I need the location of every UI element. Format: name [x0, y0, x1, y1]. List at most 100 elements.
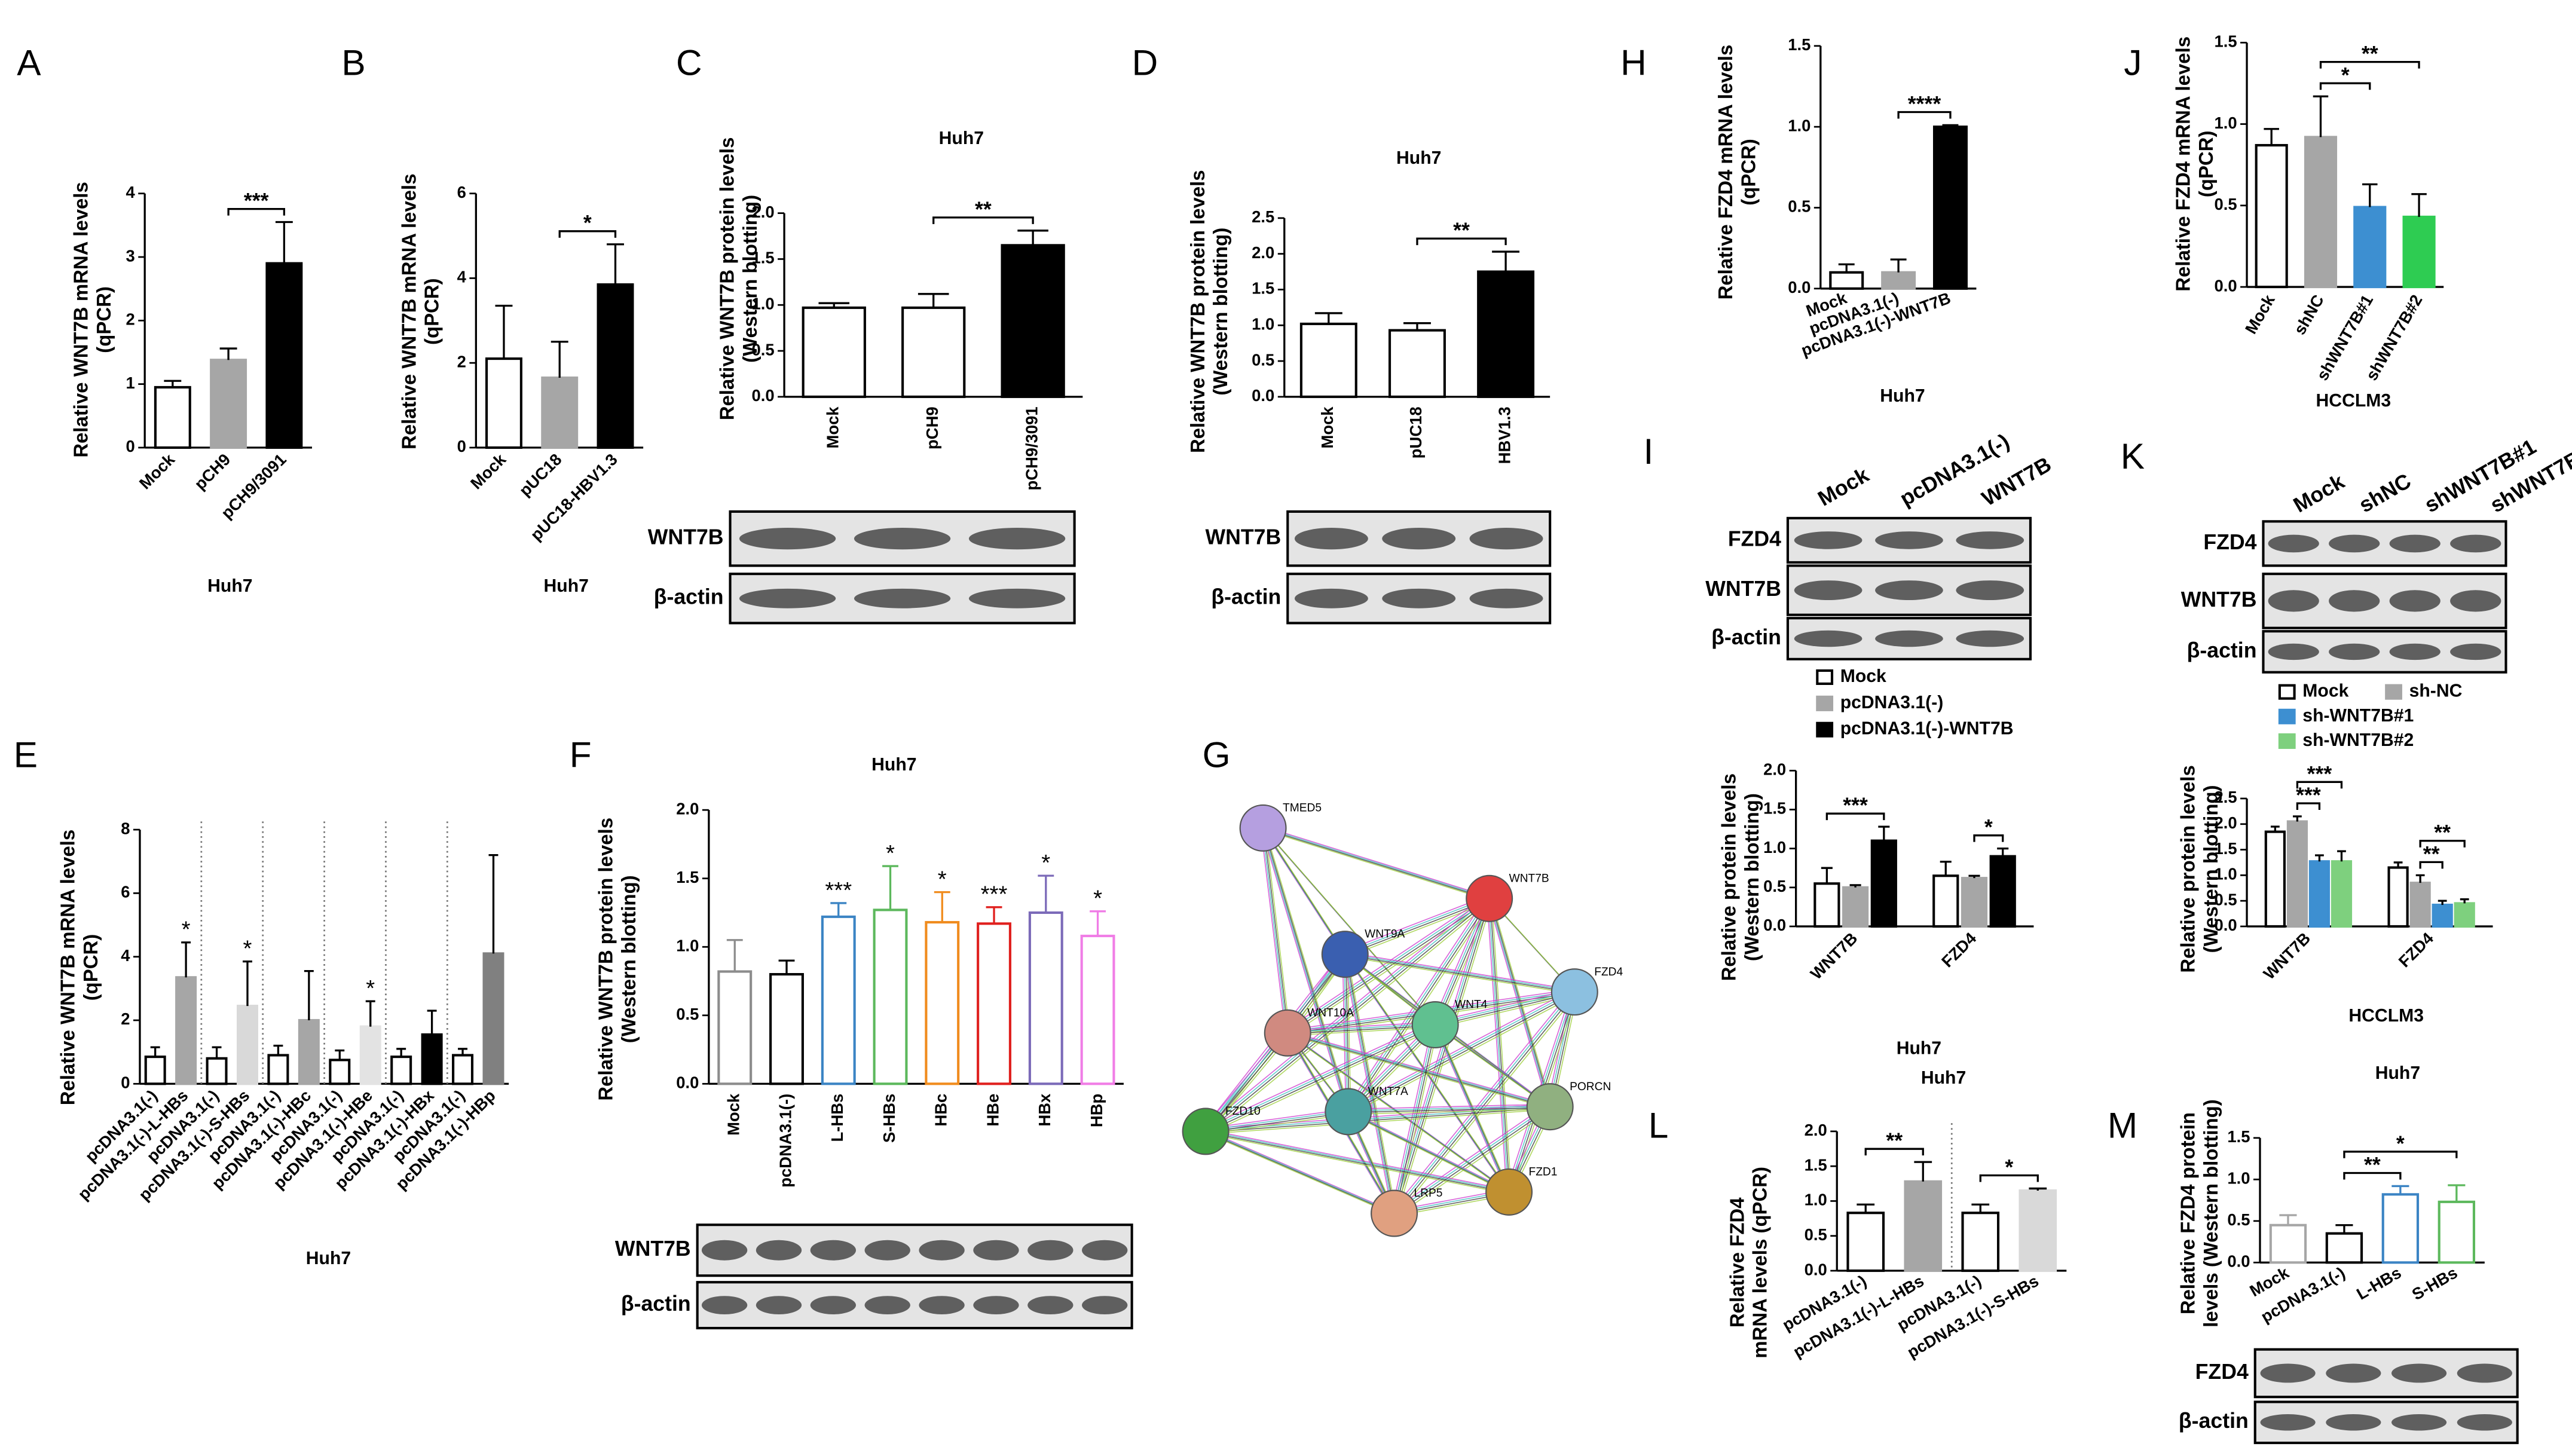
- legend-label: Mock: [1840, 666, 1886, 686]
- y-tick-label: 0.5: [751, 340, 774, 359]
- panel-letter: E: [14, 734, 38, 775]
- error-bar: [2415, 874, 2425, 883]
- significance-bracket: [2419, 861, 2443, 869]
- node-label: PORCN: [1570, 1081, 1611, 1093]
- panel-letter: J: [2124, 42, 2142, 83]
- network-edge: [1348, 1112, 1510, 1194]
- error-bar: [219, 347, 237, 360]
- significance-label: *: [2005, 1155, 2013, 1179]
- y-axis-title: (qPCR): [2195, 131, 2217, 197]
- error-bar: [335, 1049, 345, 1060]
- node-label: WNT10A: [1307, 1007, 1354, 1019]
- x-axis-title: Huh7: [1897, 1039, 1941, 1059]
- bar: [298, 1018, 320, 1085]
- y-axis-title: (Western blotting): [1741, 793, 1763, 961]
- bar: [597, 283, 634, 449]
- significance-bracket: [227, 207, 286, 216]
- network-edge: [1260, 825, 1347, 1110]
- y-tick-label: 0.5: [1763, 877, 1786, 895]
- panel-letter: L: [1649, 1105, 1669, 1145]
- bar: [1870, 839, 1897, 928]
- significance-bracket: [1897, 111, 1952, 119]
- bar: [421, 1033, 443, 1085]
- network-edge: [1286, 1023, 1435, 1033]
- y-tick-label: 1: [126, 374, 134, 392]
- blot-band: [1382, 528, 1456, 550]
- y-tick-label: 0.5: [2214, 195, 2237, 213]
- error-bar: [304, 969, 314, 1020]
- x-tick-label: pUC18: [515, 450, 565, 500]
- y-tick-label: 0.0: [1788, 278, 1811, 296]
- x-axis-title: HCCLM3: [2316, 391, 2391, 411]
- network-edge: [1261, 827, 1348, 1111]
- bar: [1842, 886, 1869, 928]
- y-axis-title: levels (Western blotting): [2200, 1099, 2222, 1327]
- y-tick-label: 0.5: [1788, 197, 1811, 216]
- y-tick-label: 0.0: [2214, 276, 2237, 295]
- error-bar: [1997, 847, 2009, 857]
- significance-label: *: [1984, 815, 1993, 839]
- blot-row-label: β-actin: [621, 1292, 691, 1316]
- x-tick-label: FZD4: [1938, 928, 1980, 971]
- network-edge: [1262, 827, 1489, 898]
- network-edge: [1203, 1128, 1392, 1212]
- significance-label: *: [366, 975, 375, 1001]
- y-tick-label: 0.5: [2227, 1210, 2250, 1229]
- network-edge: [1206, 1025, 1436, 1133]
- blot-band: [2450, 534, 2501, 553]
- network-edge: [1344, 897, 1489, 954]
- blot-band: [1875, 580, 1943, 601]
- y-axis-title: (Western blotting): [2200, 785, 2222, 953]
- y-tick-label: 0.0: [1805, 1260, 1827, 1278]
- significance-label: *: [1093, 886, 1102, 911]
- network-node: [1182, 1108, 1230, 1155]
- error-bar: [1878, 825, 1890, 841]
- error-bar: [2335, 1224, 2353, 1234]
- blot-band: [739, 528, 836, 550]
- error-bar: [1849, 884, 1861, 888]
- network-edge: [1396, 901, 1493, 1216]
- error-bar: [2270, 825, 2280, 832]
- legend-swatch: [1816, 669, 1834, 685]
- y-tick-label: 6: [121, 883, 130, 901]
- network-edge: [1342, 895, 1487, 953]
- blot-band: [1956, 531, 2024, 549]
- node-label: WNT7A: [1368, 1085, 1408, 1098]
- y-axis-title: Relative WNT7B mRNA levels: [70, 182, 92, 457]
- network-edge: [1285, 1030, 1548, 1105]
- blot-band: [2326, 1414, 2381, 1431]
- error-bar: [1403, 322, 1431, 331]
- bar: [2432, 903, 2453, 928]
- panel-letter: M: [2108, 1105, 2137, 1145]
- y-tick-label: 0.0: [676, 1073, 699, 1092]
- bar: [210, 359, 247, 449]
- network-edge: [1206, 1131, 1510, 1194]
- blot-lane-label: shNC: [2355, 469, 2415, 517]
- blot-band: [2391, 1363, 2447, 1383]
- bar: [2353, 206, 2387, 289]
- error-bar: [1492, 250, 1520, 272]
- significance-label: *: [938, 867, 947, 892]
- significance-label: **: [1886, 1129, 1903, 1153]
- x-tick-label: S-HBs: [2409, 1263, 2461, 1304]
- significance-label: **: [2434, 821, 2451, 845]
- error-bar: [1914, 1161, 1932, 1182]
- y-tick-label: 6: [457, 183, 466, 201]
- bar: [482, 952, 504, 1085]
- panel-letter: A: [17, 42, 41, 83]
- network-edge: [1208, 1133, 1512, 1195]
- network-edge: [1491, 901, 1512, 1195]
- y-axis-title: (Western blotting): [1209, 228, 1231, 396]
- error-bar: [458, 1048, 468, 1056]
- error-bar: [1038, 874, 1054, 913]
- blot-band: [2450, 643, 2501, 660]
- error-bar: [243, 961, 252, 1007]
- error-bar: [2264, 128, 2279, 145]
- blot-row-label: WNT7B: [648, 525, 724, 549]
- error-bar: [164, 380, 182, 387]
- bar: [2438, 1200, 2476, 1264]
- network-node: [1264, 1009, 1311, 1057]
- blot-band: [1794, 580, 1863, 601]
- blot-band: [2457, 1414, 2512, 1431]
- bar: [977, 922, 1011, 1085]
